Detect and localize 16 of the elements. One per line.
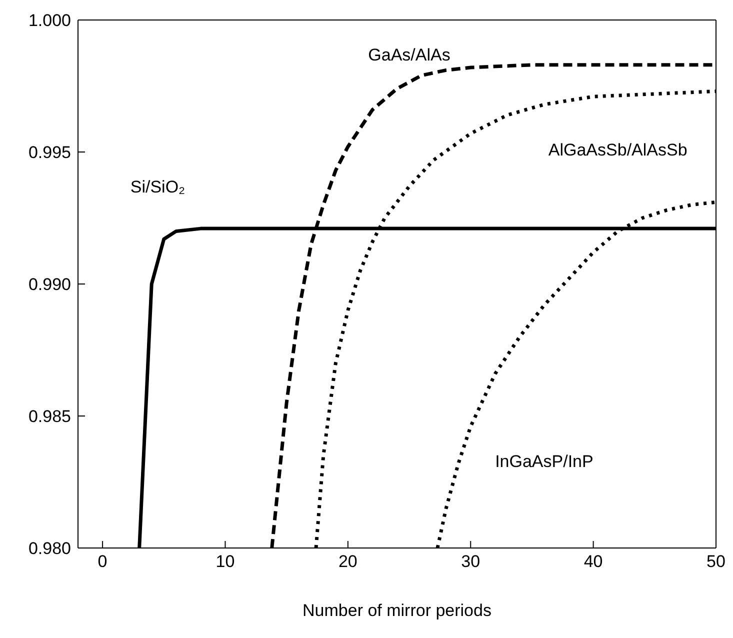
x-tick-label: 0 — [98, 552, 108, 572]
series-label: InGaAsP/InP — [495, 452, 594, 471]
x-axis-title: Number of mirror periods — [302, 601, 492, 620]
y-tick-label: 1.000 — [28, 11, 71, 30]
x-tick-label: 50 — [706, 552, 726, 572]
x-tick-label: 10 — [216, 552, 235, 572]
series-label: GaAs/AlAs — [368, 45, 450, 64]
y-tick-label: 0.980 — [28, 539, 71, 558]
text: AlGaAsSb/AlAsSb — [548, 140, 688, 160]
y-tick-label: 0.985 — [28, 407, 71, 426]
y-tick-label: 0.995 — [28, 143, 71, 162]
x-tick-label: 40 — [584, 552, 603, 572]
x-tick-label: 30 — [461, 552, 480, 572]
series-label: Si/SiO₂ — [130, 177, 186, 196]
y-tick-label: 0.990 — [28, 275, 71, 294]
x-tick-label: 20 — [338, 552, 358, 572]
